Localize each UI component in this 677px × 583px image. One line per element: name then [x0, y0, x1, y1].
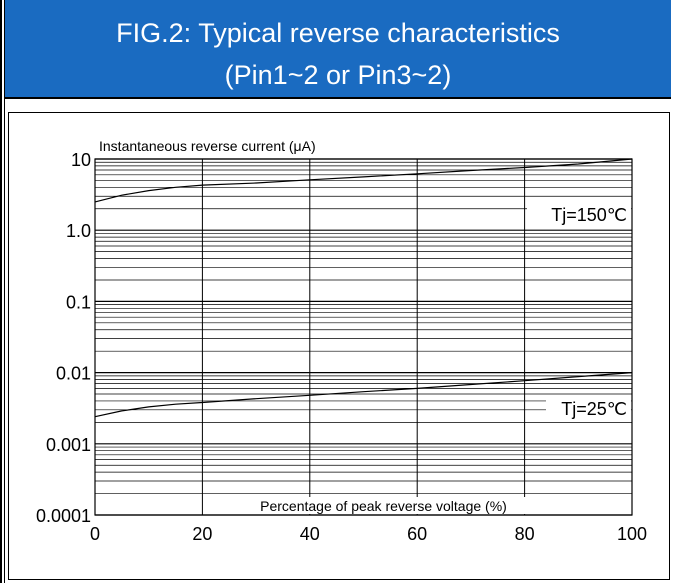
chart-labels: Percentage of peak reverse voltage (%) I… — [99, 138, 631, 514]
series-line-0 — [94, 158, 633, 203]
series-label-150: Tj=150℃ — [551, 205, 627, 225]
y-tick-label: 0.01 — [56, 364, 91, 384]
series-label-25: Tj=25℃ — [561, 399, 627, 419]
y-tick-label: 1.0 — [66, 221, 91, 241]
y-tick-label: 0.0001 — [36, 506, 91, 526]
series-line-1 — [94, 372, 633, 418]
y-tick-label: 10 — [71, 150, 91, 170]
chart-panel — [8, 112, 670, 580]
series-label-bg-150 — [527, 203, 631, 227]
left-border — [0, 0, 2, 583]
x-tick-label: 0 — [90, 524, 100, 544]
left-border-inner — [4, 0, 5, 583]
series-label-bg-25 — [546, 397, 631, 421]
figure-header: FIG.2: Typical reverse characteristics (… — [5, 0, 671, 99]
plot-border — [94, 158, 633, 516]
x-tick-label: 20 — [192, 524, 212, 544]
y-tick-label: 0.001 — [46, 435, 91, 455]
x-tick-label: 40 — [300, 524, 320, 544]
x-tick-label: 60 — [407, 524, 427, 544]
x-tick-label: 80 — [515, 524, 535, 544]
series-lines — [94, 158, 633, 418]
x-tick-label: 100 — [617, 524, 647, 544]
xlabel-background — [232, 497, 528, 514]
figure-title: FIG.2: Typical reverse characteristics — [116, 18, 560, 48]
x-axis-label: Percentage of peak reverse voltage (%) — [260, 498, 507, 514]
y-tick-label: 0.1 — [66, 292, 91, 312]
tick-labels: 0 20 40 60 80 100 10 1.0 0.1 0.01 0.001 0.0001 — [36, 150, 647, 544]
grid — [94, 158, 633, 516]
y-axis-label: Instantaneous reverse current (μA) — [99, 138, 316, 154]
figure-subtitle: (Pin1~2 or Pin3~2) — [224, 60, 452, 90]
